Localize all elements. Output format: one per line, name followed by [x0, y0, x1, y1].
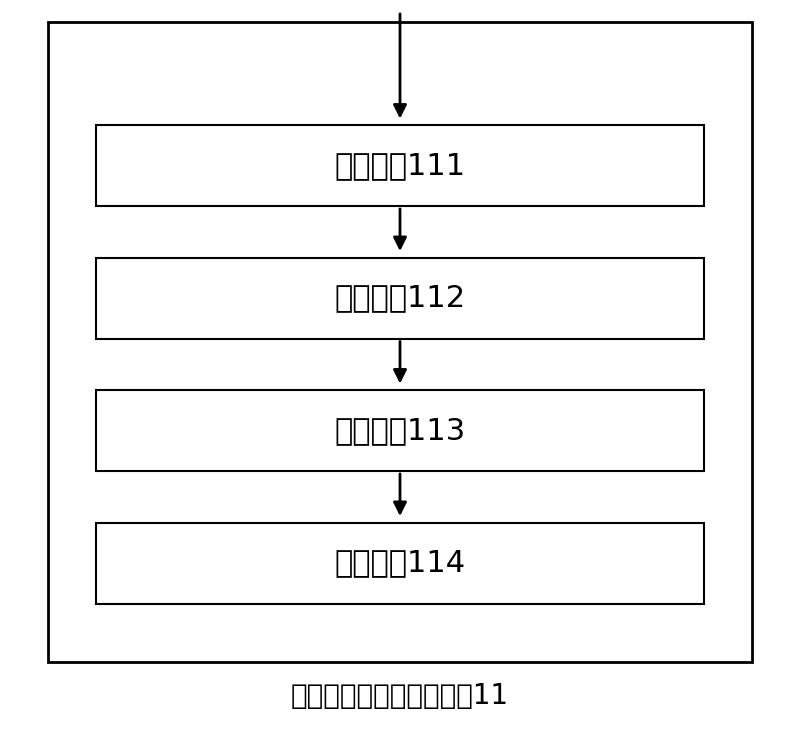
Text: 多业务混合微波处理装置11: 多业务混合微波处理装置11: [291, 682, 509, 710]
Text: 转换单元113: 转换单元113: [334, 416, 466, 445]
Bar: [96, 523, 704, 604]
Text: 发送单元114: 发送单元114: [334, 548, 466, 578]
Bar: [96, 390, 704, 471]
Bar: [48, 22, 752, 662]
Bar: [96, 258, 704, 339]
Bar: [96, 125, 704, 206]
Text: 解调单元111: 解调单元111: [334, 151, 466, 180]
Text: 分解单元112: 分解单元112: [334, 283, 466, 313]
